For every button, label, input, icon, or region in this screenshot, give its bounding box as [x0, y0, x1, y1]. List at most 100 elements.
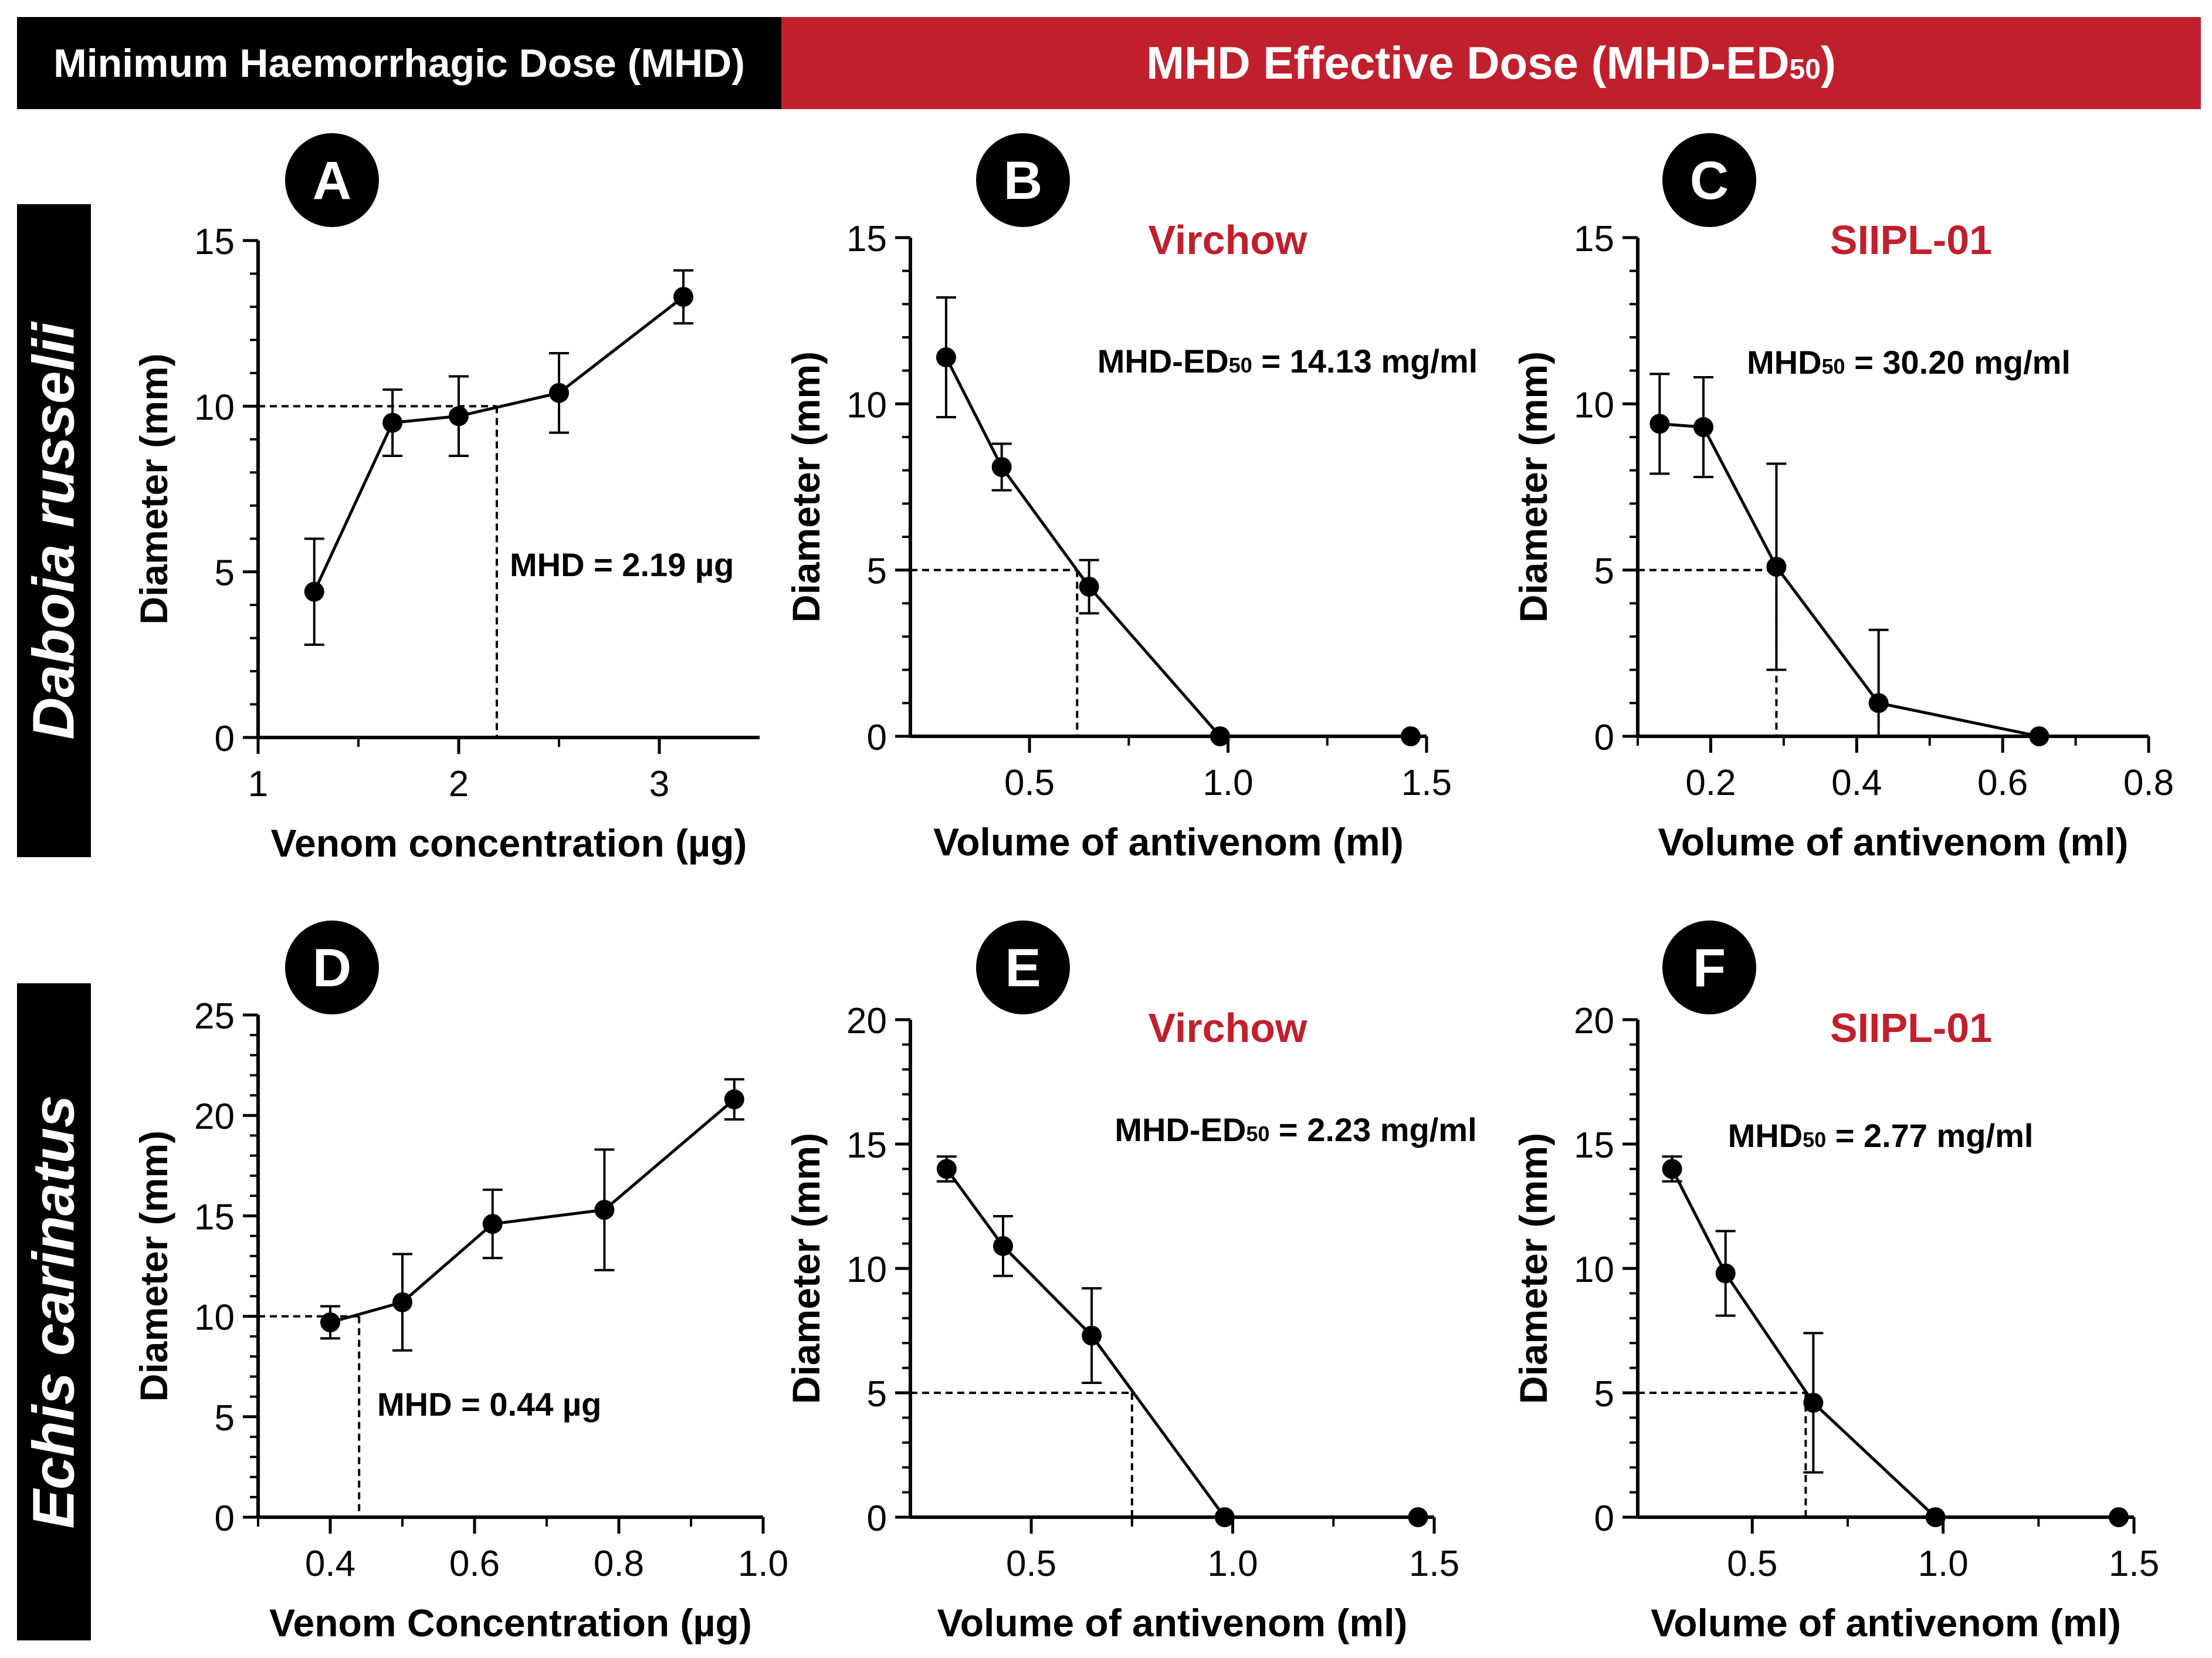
x-tick-label: 0.5	[1006, 1544, 1056, 1584]
y-tick-label: 0	[867, 718, 887, 758]
y-tick-label: 10	[1574, 1250, 1614, 1290]
y-tick-label: 0	[215, 1498, 235, 1539]
y-tick-label: 0	[1594, 1498, 1614, 1539]
panel-d: D 0 5 10 15 20 25 0.4 0.6 0.8 1.0 Venom Concentrati…	[132, 921, 788, 1645]
data-point	[594, 1200, 615, 1220]
y-tick-label: 20	[194, 1097, 235, 1137]
annotation: MHD50 = 30.20 mg/ml	[1747, 344, 2071, 381]
panel-letter: E	[1005, 938, 1041, 998]
panel-letter: D	[313, 938, 351, 998]
data-point	[1766, 557, 1787, 577]
annotation-subscript: 50	[1803, 1128, 1826, 1152]
y-tick-label: 15	[194, 1197, 235, 1237]
data-point	[2108, 1507, 2129, 1527]
panel-badge	[976, 133, 1070, 227]
annotation-value: = 2.23 mg/ml	[1269, 1111, 1476, 1148]
series-line	[330, 1098, 736, 1324]
series-line	[1671, 1168, 2119, 1519]
y-tick-label: 10	[1574, 385, 1614, 425]
annotation: MHD = 0.44 µg	[377, 1386, 601, 1423]
panel-letter: F	[1693, 938, 1726, 998]
y-tick-label: 0	[867, 1498, 887, 1539]
data-point	[936, 1159, 957, 1179]
panel-f: F SIIPL-01 0 5 10 15 20 0.5 1.0 1.5 Volume of anti…	[1512, 921, 2159, 1645]
y-tick-label: 5	[867, 1374, 887, 1415]
data-point	[991, 457, 1012, 477]
x-tick-label: 0.2	[1685, 763, 1736, 803]
y-tick-label: 5	[215, 1398, 235, 1439]
x-axis-label: Volume of antivenom (ml)	[937, 1601, 1408, 1645]
species-label-echis: Echis carinatus	[17, 983, 91, 1640]
data-point	[392, 1292, 412, 1312]
data-point	[2029, 726, 2050, 746]
annotation: MHD = 2.19 µg	[510, 546, 734, 583]
x-tick-label: 0.6	[1977, 763, 2028, 803]
data-point	[724, 1089, 744, 1109]
data-point	[482, 1214, 503, 1234]
y-axis-label: Diameter (mm)	[132, 1131, 175, 1402]
data-point	[1925, 1507, 1946, 1527]
species-label-daboia: Daboia russelii	[17, 204, 91, 857]
x-tick-label: 1.0	[1918, 1544, 1969, 1584]
annotation-subscript: 50	[1229, 353, 1252, 377]
x-tick-label: 2	[449, 764, 469, 804]
data-point	[1715, 1263, 1736, 1284]
x-tick-label: 3	[649, 764, 669, 804]
chart-subtitle: SIIPL-01	[1830, 217, 1992, 263]
panel-c: C SIIPL-01 0 5 10 15 0.2 0.4 0.6 0.8 Volume of ant…	[1512, 133, 2174, 864]
panel-letter: C	[1690, 151, 1729, 211]
data-point	[1803, 1392, 1824, 1413]
x-tick-label: 1.0	[1202, 763, 1253, 803]
y-axis-label: Diameter (mm)	[1512, 1133, 1555, 1404]
annotation-main: MHD-ED	[1097, 343, 1229, 380]
y-tick-label: 0	[1594, 718, 1614, 758]
x-axis-label: Volume of antivenom (ml)	[933, 820, 1404, 864]
y-axis-label: Diameter (mm)	[1512, 351, 1555, 622]
panel-badge	[285, 921, 379, 1014]
data-point	[1079, 577, 1099, 597]
series-line	[1659, 422, 2040, 738]
y-tick-label: 10	[846, 1250, 887, 1290]
y-axis-label: Diameter (mm)	[784, 351, 828, 622]
y-tick-label: 20	[1574, 1001, 1614, 1041]
annotation: MHD-ED50 = 14.13 mg/ml	[1097, 343, 1478, 380]
annotation-main: MHD = 2.19 µg	[510, 546, 734, 583]
annotation-main: MHD	[1747, 344, 1822, 381]
x-tick-label: 1	[248, 764, 268, 804]
series-line	[945, 1168, 1418, 1519]
data-point	[1408, 1507, 1428, 1527]
header-mhd: Minimum Haemorrhagic Dose (MHD)	[17, 17, 781, 109]
data-point	[320, 1312, 340, 1332]
annotation-subscript: 50	[1822, 354, 1845, 378]
x-tick-label: 1.0	[1207, 1544, 1258, 1584]
panel-b: B Virchow 0 5 10 15 0.5 1.0 1.5 Volume of antiven…	[784, 133, 1478, 864]
x-tick-label: 0.6	[449, 1544, 500, 1584]
data-point	[1214, 1507, 1235, 1527]
panel-badge	[285, 133, 379, 227]
x-tick-label: 1.0	[738, 1544, 788, 1584]
data-point	[1400, 726, 1421, 746]
y-tick-label: 5	[215, 553, 235, 594]
data-point	[1868, 693, 1889, 713]
y-tick-label: 15	[1574, 1125, 1614, 1166]
annotation-main: MHD-ED	[1115, 1111, 1246, 1148]
chart-subtitle: Virchow	[1148, 1005, 1307, 1051]
data-point	[992, 1236, 1013, 1256]
x-tick-label: 0.8	[2123, 763, 2174, 803]
annotation-value: = 14.13 mg/ml	[1252, 343, 1478, 380]
annotation-subscript: 50	[1246, 1122, 1269, 1146]
annotation-value: = 2.77 mg/ml	[1826, 1117, 2033, 1154]
data-point	[382, 412, 403, 433]
x-tick-label: 1.5	[2109, 1544, 2159, 1584]
y-tick-label: 15	[846, 219, 887, 259]
data-point	[1082, 1325, 1102, 1346]
data-point	[304, 581, 324, 602]
annotation: MHD-ED50 = 2.23 mg/ml	[1115, 1111, 1476, 1148]
y-tick-label: 5	[1594, 1374, 1614, 1415]
data-point	[449, 406, 469, 427]
x-tick-label: 0.4	[1831, 763, 1882, 803]
header-mhd-ed50: MHD Effective Dose (MHD-ED50)	[781, 17, 2201, 109]
y-tick-label: 20	[846, 1001, 887, 1041]
chart-subtitle: Virchow	[1148, 217, 1307, 263]
